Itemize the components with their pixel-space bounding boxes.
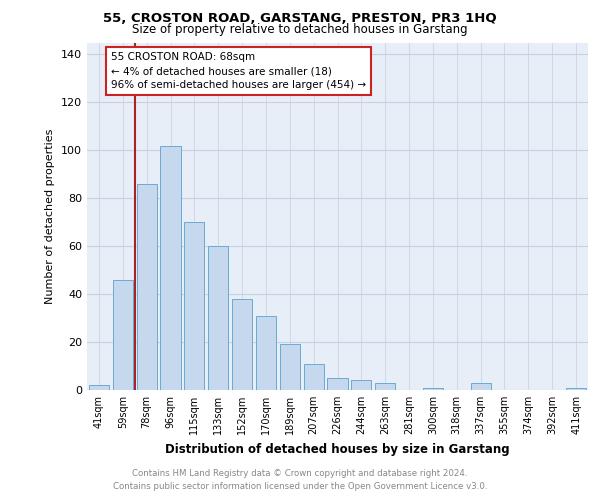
Y-axis label: Number of detached properties: Number of detached properties (46, 128, 55, 304)
Bar (232, 299, 252, 390)
Bar (375, 383, 395, 390)
Bar (423, 388, 443, 390)
Bar (280, 344, 300, 390)
Bar (566, 388, 586, 390)
Bar (328, 378, 347, 390)
Text: 55 CROSTON ROAD: 68sqm
← 4% of detached houses are smaller (18)
96% of semi-deta: 55 CROSTON ROAD: 68sqm ← 4% of detached … (111, 52, 366, 90)
Bar (137, 184, 157, 390)
Bar (304, 364, 324, 390)
X-axis label: Distribution of detached houses by size in Garstang: Distribution of detached houses by size … (165, 442, 510, 456)
Bar (470, 383, 491, 390)
Bar (256, 316, 276, 390)
Bar (89, 385, 109, 390)
Text: 55, CROSTON ROAD, GARSTANG, PRESTON, PR3 1HQ: 55, CROSTON ROAD, GARSTANG, PRESTON, PR3… (103, 12, 497, 26)
Bar (208, 246, 229, 390)
Bar (113, 280, 133, 390)
Bar (184, 222, 205, 390)
Text: Size of property relative to detached houses in Garstang: Size of property relative to detached ho… (132, 24, 468, 36)
Bar (160, 146, 181, 390)
Bar (351, 380, 371, 390)
Text: Contains HM Land Registry data © Crown copyright and database right 2024.
Contai: Contains HM Land Registry data © Crown c… (113, 469, 487, 491)
